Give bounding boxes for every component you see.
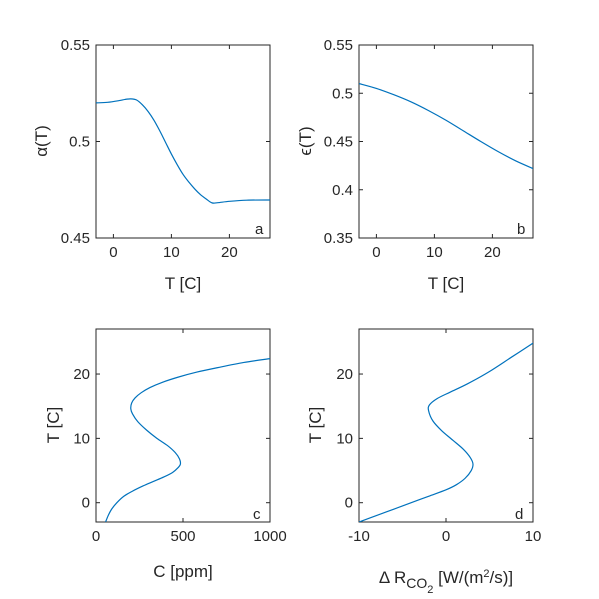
panel-c-ylabel: T [C] [44,407,63,444]
panel-a-xtick-label: 0 [109,244,117,261]
panel-d-ticks: -10 0 10 0 10 20 [336,329,541,545]
panel-b-ylabel: ϵ(T) [296,126,315,155]
panel-c-xtick-label: 1000 [253,528,286,545]
panel-c-xtick-label: 0 [92,528,100,545]
panel-a-ytick-label: 0.55 [61,37,90,54]
panel-c-ytick-label: 20 [73,366,90,383]
panel-b-xtick-label: 10 [426,244,443,261]
panel-d-xtick-label: 10 [525,528,542,545]
panel-d-xtick-label: 0 [442,528,450,545]
panel-d-xlabel-units-prefix: [W/(m [433,568,483,587]
panel-a-ylabel: α(T) [32,125,51,157]
panel-b: 0 10 20 0.35 0.4 0.45 0.5 0.55 b T [C] ϵ(T) [296,37,534,293]
panel-b-ytick-label: 0.35 [324,230,353,247]
panel-d-xlabel-sub-sub: 2 [427,584,433,596]
panel-c-curve [105,357,270,522]
panel-b-xtick-label: 20 [484,244,501,261]
panel-b-ytick-label: 0.4 [332,182,353,199]
panel-c-letter: c [253,506,261,523]
panel-c-ytick-label: 10 [73,430,90,447]
panel-b-xtick-label: 0 [372,244,380,261]
panel-d-ytick-label: 10 [336,430,353,447]
panel-c: 0 500 1000 0 10 20 c C [ppm] T [C] [44,328,287,581]
panel-a-frame [95,44,271,239]
panel-a-xtick-label: 20 [221,244,238,261]
panel-d-letter: d [515,506,523,523]
panel-a: 0 10 20 0.45 0.5 0.55 a T [C] α(T) [32,37,271,293]
panel-b-ytick-label: 0.55 [324,37,353,54]
panel-d-xlabel-units-suffix: /s)] [490,568,514,587]
panel-b-ytick-label: 0.45 [324,134,353,151]
panel-d-xlabel: Δ RCO2 [W/(m2/s)] [379,568,513,596]
panel-a-curve [96,98,270,204]
panel-d-ylabel: T [C] [306,407,325,444]
panel-a-letter: a [255,221,264,238]
panel-b-frame [358,44,534,239]
panel-d-xtick-label: -10 [348,528,370,545]
panel-d-frame [358,328,534,523]
panel-d-xlabel-units-sup: 2 [483,568,489,580]
panel-b-ticks: 0 10 20 0.35 0.4 0.45 0.5 0.55 [324,37,533,261]
panel-b-xlabel: T [C] [428,274,465,293]
panel-d-xlabel-prefix: Δ R [379,568,406,587]
panel-d-ytick-label: 0 [345,495,353,512]
panel-b-letter: b [517,221,525,238]
panel-c-xlabel: C [ppm] [153,562,213,581]
panel-a-ticks: 0 10 20 0.45 0.5 0.55 [61,37,270,261]
panel-d-curve [359,342,533,522]
panel-a-xtick-label: 10 [163,244,180,261]
panel-b-ytick-label: 0.5 [332,85,353,102]
panel-d-xlabel-sub-main: CO [406,575,427,591]
panel-d-ytick-label: 20 [336,366,353,383]
panel-a-ytick-label: 0.45 [61,230,90,247]
panel-b-curve [359,83,533,170]
panel-c-ticks: 0 500 1000 0 10 20 [73,329,287,545]
panel-c-xtick-label: 500 [170,528,195,545]
panel-c-frame [95,328,271,523]
panel-a-ytick-label: 0.5 [69,134,90,151]
panel-a-xlabel: T [C] [165,274,202,293]
panel-c-ytick-label: 0 [82,495,90,512]
